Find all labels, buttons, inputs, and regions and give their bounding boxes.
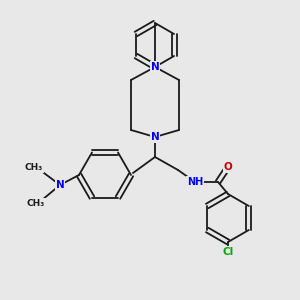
Text: N: N [151,132,159,142]
Text: CH₃: CH₃ [27,199,45,208]
Text: NH: NH [187,177,203,187]
Text: N: N [56,180,64,190]
Text: N: N [151,62,159,72]
Text: O: O [224,162,232,172]
Text: Cl: Cl [222,247,234,257]
Text: CH₃: CH₃ [25,164,43,172]
